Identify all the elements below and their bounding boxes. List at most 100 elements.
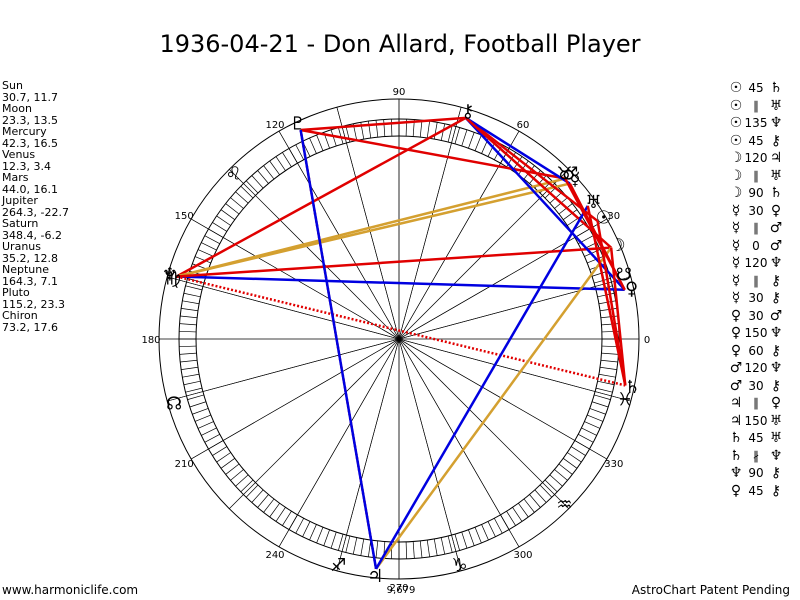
degree-tick	[212, 222, 228, 232]
aspect-planet-2-icon: ♀	[770, 395, 782, 411]
degree-tick	[269, 503, 280, 518]
degree-tick	[599, 366, 617, 370]
aspect-row: ♂ 120 ♆	[728, 360, 798, 378]
aspect-type: 60	[748, 343, 764, 358]
planet-neptune-icon: ♆	[162, 265, 178, 286]
planet-venus-icon: ♀	[625, 278, 638, 299]
degree-tick	[179, 330, 197, 333]
degree-tick	[220, 209, 235, 220]
aspect-planet-1-icon: ♂	[729, 360, 743, 376]
degree-tick	[352, 537, 358, 555]
degree-tick	[523, 498, 535, 513]
degree-label: 90	[393, 87, 406, 98]
degree-label: 180	[141, 335, 160, 346]
degree-tick	[600, 315, 618, 319]
position-name: Moon	[2, 102, 32, 115]
degree-tick	[584, 421, 601, 429]
aspect-planet-2-icon: ♅	[769, 412, 783, 429]
degree-tick	[316, 527, 324, 544]
degree-tick	[426, 539, 430, 557]
aspect-planet-2-icon: ⚷	[770, 132, 782, 149]
aspect-line	[176, 116, 467, 278]
degree-tick	[182, 373, 200, 378]
zodiac-sign-icon: ♉	[556, 164, 572, 185]
aspect-type: ∥	[753, 98, 759, 113]
degree-tick	[257, 494, 269, 508]
aspect-planet-1-icon: ☽	[729, 150, 743, 166]
aspect-row: ☽ 90 ♄	[728, 185, 798, 203]
degree-tick	[433, 538, 438, 556]
degree-tick	[419, 540, 423, 558]
website-link[interactable]: www.harmoniclife.com	[2, 583, 139, 597]
planet-mars-icon: ♂	[562, 164, 578, 185]
degree-tick	[204, 433, 220, 443]
degree-tick	[187, 394, 204, 400]
position-name: Chiron	[2, 309, 38, 322]
aspect-row: ☉ ∥ ♅	[728, 98, 798, 116]
degree-tick	[390, 119, 393, 137]
aspect-planet-2-icon: ♂	[769, 237, 783, 254]
degree-tick	[251, 175, 264, 189]
aspect-planet-1-icon: ♀	[730, 342, 742, 359]
aspect-line	[464, 116, 599, 223]
aspect-type: 30	[748, 308, 764, 323]
degree-tick	[375, 120, 379, 138]
degree-tick	[493, 518, 503, 534]
degree-label: 120	[265, 120, 284, 131]
aspect-planet-2-icon: ♄	[769, 185, 783, 201]
degree-label: 210	[175, 459, 194, 470]
degree-tick	[235, 474, 249, 487]
degree-tick	[194, 256, 211, 264]
planet-jupiter-icon: ♃	[367, 566, 383, 587]
aspect-type: 45	[748, 483, 764, 498]
spoke-line	[167, 276, 631, 402]
degree-tick	[201, 242, 217, 251]
aspect-row: ♃ 150 ♅	[728, 413, 798, 431]
degree-tick	[180, 359, 198, 363]
planet-moon-icon: ☽	[610, 235, 626, 256]
degree-tick	[251, 489, 264, 503]
aspect-type: 30	[748, 378, 764, 393]
degree-tick	[245, 180, 259, 194]
degree-tick	[534, 489, 547, 503]
degree-tick	[282, 510, 292, 526]
aspect-line	[464, 116, 612, 249]
degree-tick	[323, 529, 330, 546]
aspect-planet-1-icon: ♃	[729, 412, 743, 429]
degree-tick	[183, 292, 201, 298]
aspect-planet-2-icon: ♆	[769, 255, 783, 271]
aspect-row: ♆ 90 ⚷	[728, 465, 798, 483]
degree-tick	[230, 469, 244, 481]
degree-tick	[338, 127, 344, 144]
position-name: Sun	[2, 79, 23, 92]
aspect-row: ♄ ∦ ♆	[728, 448, 798, 466]
aspect-type: 120	[744, 361, 768, 375]
aspect-row: ☿ 0 ♂	[728, 238, 798, 256]
lunar-node-icon: ☋	[616, 265, 632, 286]
aspect-planet-1-icon: ♂	[729, 377, 743, 394]
aspect-row: ☿ 30 ⚷	[728, 290, 798, 308]
aspect-planet-1-icon: ☿	[731, 290, 741, 306]
degree-label: 60	[517, 120, 530, 131]
degree-tick	[440, 123, 446, 141]
aspect-planet-2-icon: ♂	[769, 220, 783, 236]
aspect-planet-2-icon: ⚷	[770, 290, 782, 306]
degree-tick	[216, 452, 231, 463]
position-value: 12.3, 3.4	[2, 159, 51, 173]
zodiac-sign-icon: ♐	[330, 555, 346, 576]
degree-tick	[181, 366, 199, 370]
aspect-line	[300, 116, 466, 132]
degree-tick	[474, 527, 482, 544]
aspect-row: ☉ 135 ♆	[728, 115, 798, 133]
aspect-planet-1-icon: ☽	[729, 167, 743, 184]
aspect-planet-2-icon: ⚷	[770, 377, 782, 394]
aspect-line	[465, 116, 571, 185]
degree-tick	[201, 427, 217, 436]
zodiac-sign-icon: ♑	[451, 555, 467, 576]
aspect-type: ∥	[753, 168, 759, 183]
degree-tick	[544, 479, 558, 493]
position-value: 73.2, 17.6	[2, 320, 58, 334]
position-name: Jupiter	[2, 194, 38, 207]
degree-tick	[309, 524, 317, 541]
degree-tick	[468, 529, 475, 546]
